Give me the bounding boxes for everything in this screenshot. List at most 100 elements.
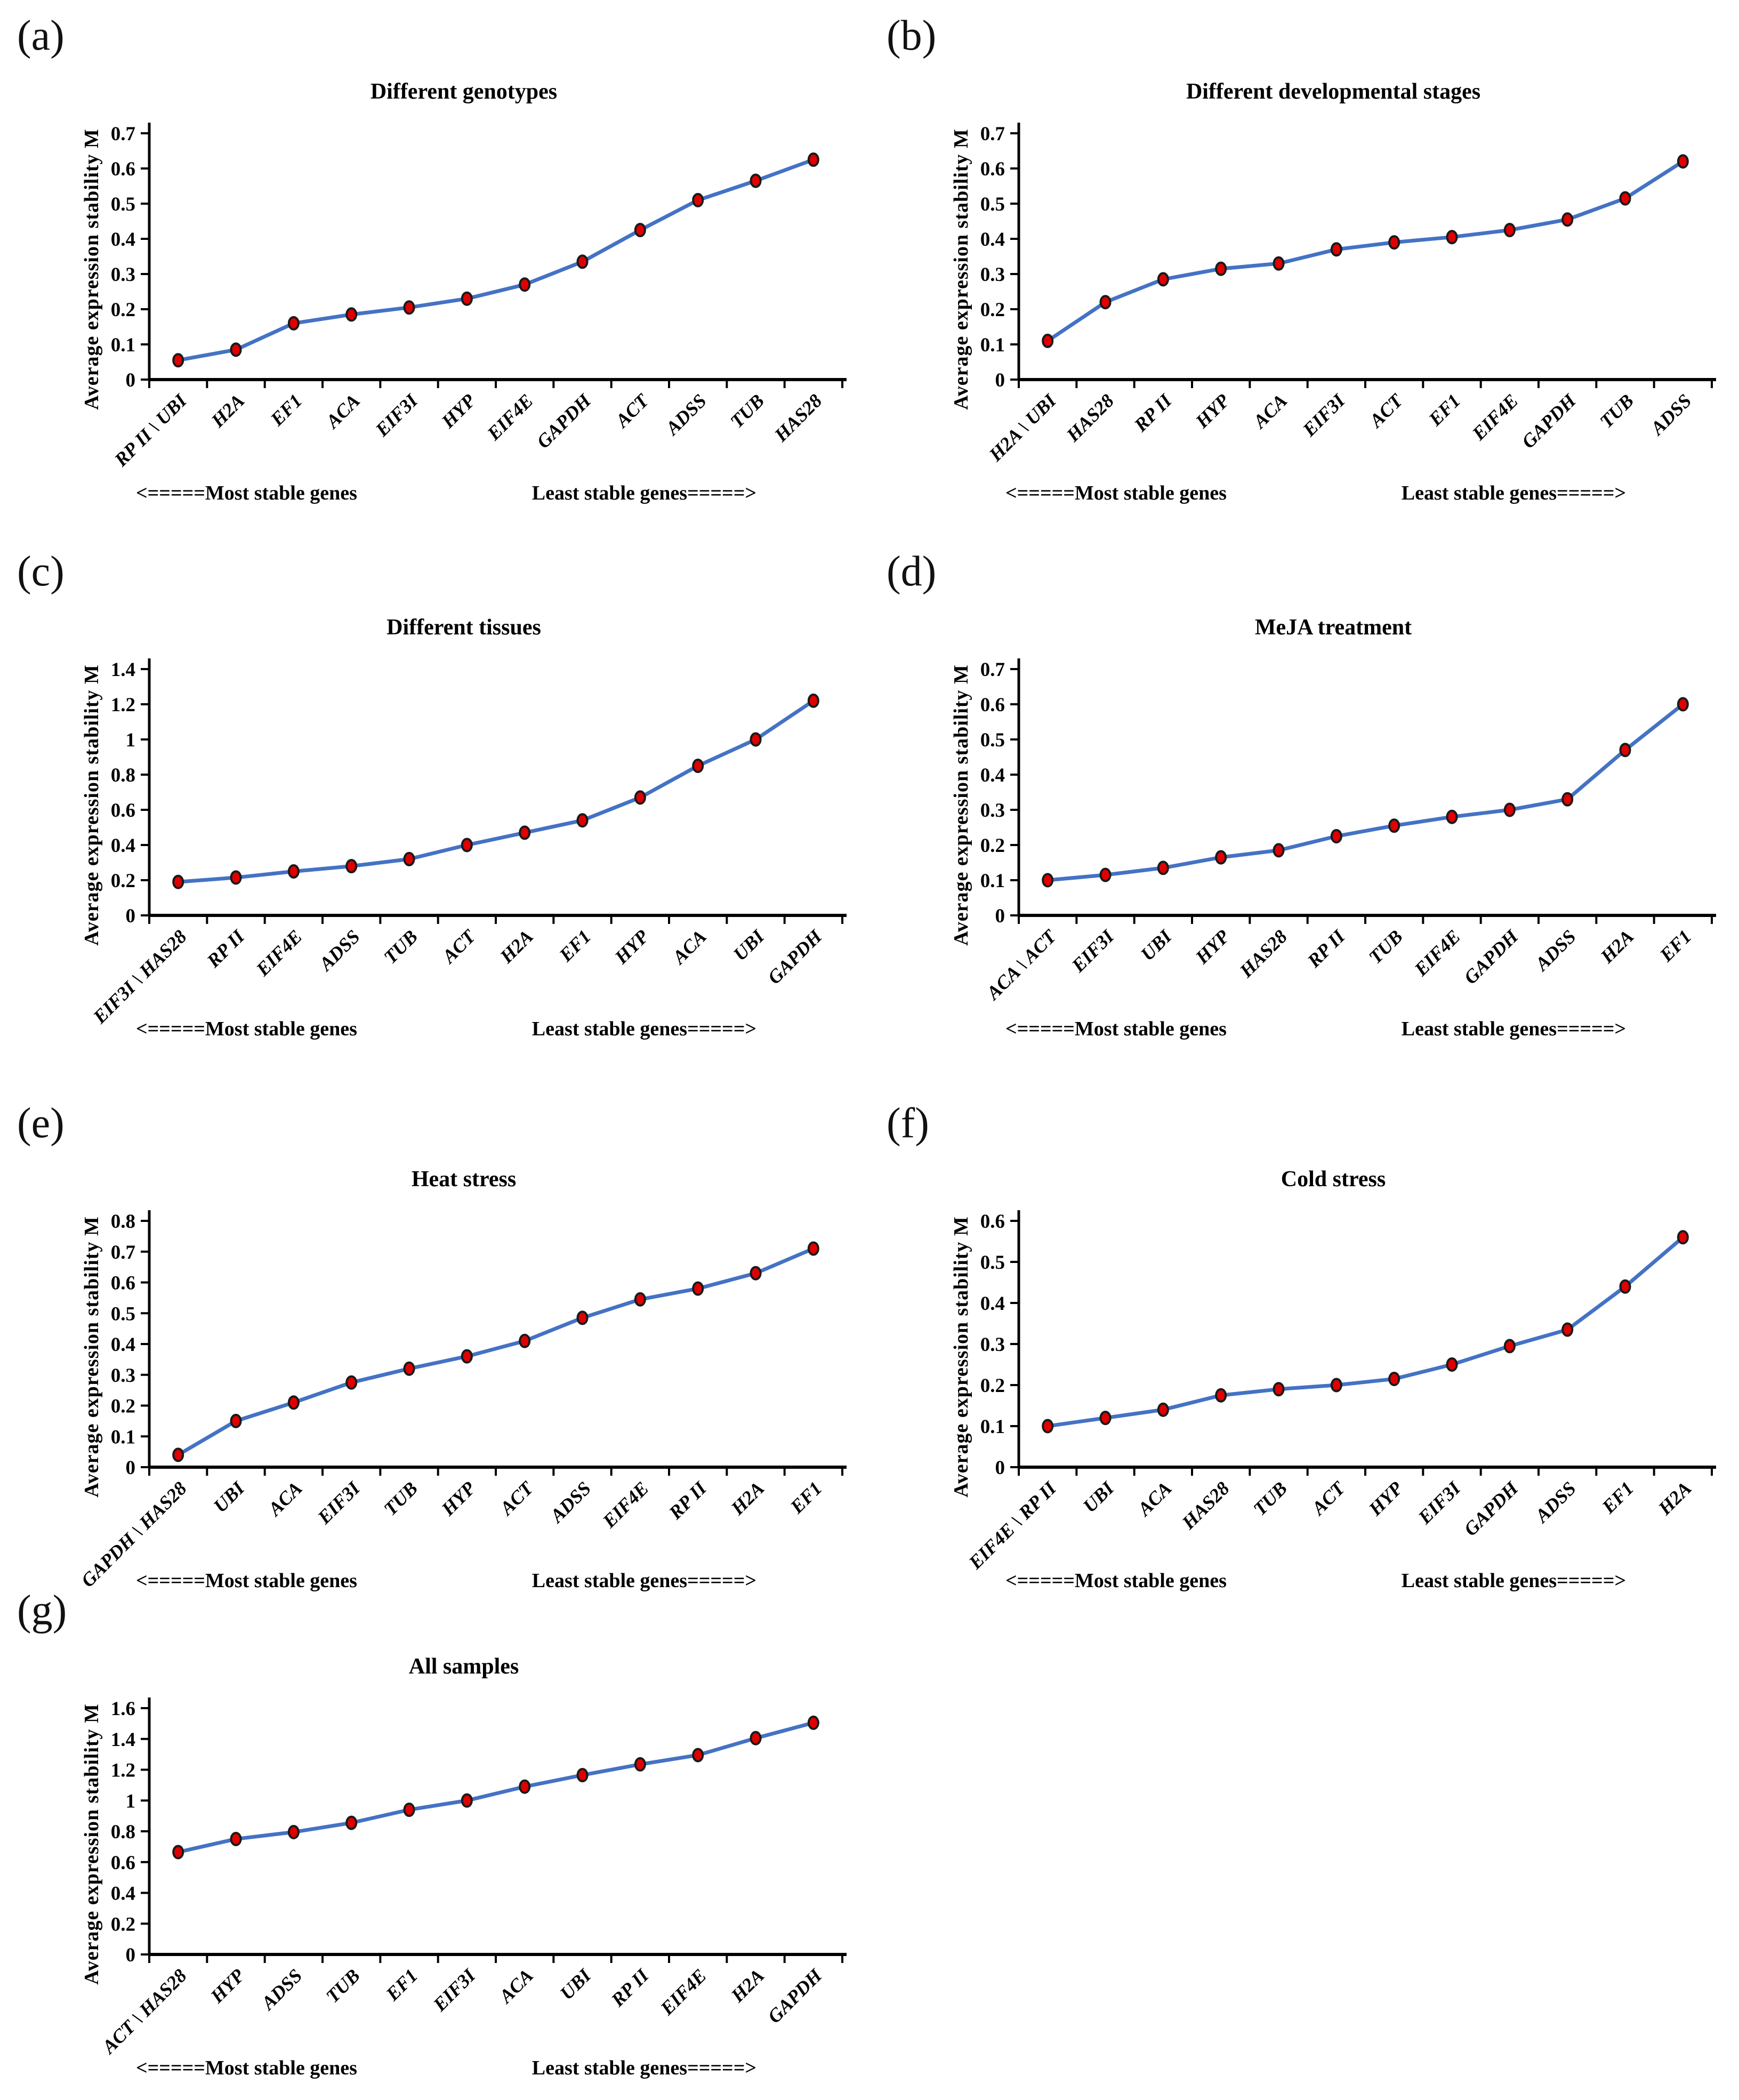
data-point-marker [1273,256,1285,271]
data-point-marker [403,300,415,315]
x-category-label: ADSS [1530,1477,1580,1527]
y-tick-label: 0.1 [980,1416,1005,1438]
data-point-marker [634,223,646,237]
most-stable-annotation-b: <=====Most stable genes [1005,482,1227,504]
y-tick-label: 1.2 [111,1760,135,1782]
data-point-marker [634,1757,646,1772]
x-category-label: TUB [1365,926,1407,968]
least-stable-annotation-g: Least stable genes=====> [532,2057,756,2079]
series-line [176,1246,816,1457]
y-tick-label: 0.3 [111,1365,135,1387]
data-point-marker [750,1731,762,1745]
y-tick-label: 0.4 [980,229,1005,251]
chart-title-b: Different developmental stages [1186,79,1481,104]
x-category-label: HYP [437,390,480,433]
data-point-marker [287,864,300,879]
y-tick-label: 0.6 [980,1211,1005,1233]
x-category-label: EF1 [1597,1477,1638,1518]
most-stable-annotation-f: <=====Most stable genes [1005,1570,1227,1592]
data-point-marker [461,838,473,852]
data-point-marker [403,1803,415,1817]
panel-letter-b: (b) [887,12,937,59]
x-category-label: HAS28 [1177,1477,1233,1533]
x-category-label: HYP [206,1965,249,2008]
y-tick-label: 1.2 [111,694,135,716]
y-tick-label: 0 [126,1457,136,1479]
x-category-label: HAS28 [770,390,826,446]
y-tick-label: 0.2 [111,1913,135,1935]
data-point-marker [461,1349,473,1364]
x-category-label: H2A [207,390,248,431]
series-line [1045,1235,1685,1428]
x-category-label: EIF4E [482,390,537,445]
y-tick-label: 0.8 [111,1211,135,1233]
data-point-marker [1677,154,1689,169]
x-category-label: ACT \ HAS28 [97,1965,190,2058]
data-point-marker [345,1815,358,1830]
y-tick-label: 0.7 [980,123,1005,145]
data-point-marker [1157,860,1169,875]
y-tick-label: 1 [126,729,136,751]
data-point-marker [1503,802,1516,817]
x-category-label: ACT [1365,389,1408,432]
data-point-marker [519,825,531,840]
x-category-label: ACA [494,1965,537,2008]
data-point-marker [1099,867,1112,882]
data-point-marker [634,1292,646,1307]
y-tick-label: 0 [126,1944,136,1966]
data-point-marker [1619,1279,1631,1294]
x-category-label: EIF3I [313,1477,365,1528]
y-tick-label: 0.5 [980,1252,1005,1274]
x-category-label: EF1 [1424,390,1464,430]
x-category-label: EIF3I [371,389,423,441]
data-point-marker [1330,829,1342,843]
x-category-label: HYP [1191,390,1234,433]
data-point-marker [576,1768,589,1783]
data-point-marker [1388,1371,1400,1386]
x-category-label: TUB [726,390,768,432]
data-point-marker [461,291,473,306]
data-point-marker [807,152,819,167]
series-line [176,698,816,884]
series-line [1045,702,1685,882]
x-category-label: GAPDH [763,1965,826,2027]
x-category-label: UBI [729,925,769,965]
data-point-marker [1446,230,1458,245]
y-tick-label: 1 [126,1790,136,1812]
x-category-label: EIF4E \ RP II [964,1477,1061,1574]
y-tick-label: 0.4 [111,1883,135,1905]
y-tick-label: 0.6 [111,158,135,180]
x-category-label: ADSS [256,1965,306,2014]
data-point-marker [230,1413,242,1428]
chart-title-a: Different genotypes [370,79,558,104]
data-point-marker [172,353,184,368]
y-tick-label: 0.7 [980,659,1005,681]
x-category-label: H2A [1596,926,1638,968]
data-point-marker [1215,261,1227,276]
most-stable-annotation-e: <=====Most stable genes [136,1570,357,1592]
x-category-label: EIF3I [1298,389,1350,441]
x-category-label: GAPDH [1517,390,1580,453]
y-tick-label: 0.1 [980,870,1005,892]
x-category-label: ACT [610,389,654,432]
panel-d: (d) MeJA treatment Average expression st… [869,536,1739,1061]
x-category-label: EIF3I \ HAS28 [88,926,191,1028]
x-category-label: EIF4E [1410,926,1465,980]
data-point-marker [345,1375,358,1390]
line-chart-b: 0 0.1 0.2 0.3 0.4 0.5 0.6 0.7 H2A \ UBI HAS28 RP I… [980,123,1716,466]
y-tick-label: 0.1 [980,334,1005,356]
x-category-label: GAPDH [1460,1477,1523,1540]
x-category-label: TUB [1596,390,1638,432]
x-category-label: GAPDH [533,390,595,453]
data-point-marker [1677,697,1689,712]
line-chart-d: 0 0.1 0.2 0.3 0.4 0.5 0.6 0.7 ACA \ ACT EIF3I UBI H… [980,658,1716,1004]
x-category-label: RP II [1130,389,1177,436]
x-category-label: EF1 [1655,926,1696,966]
panel-f: (f) Cold stress Average expression stabi… [869,1088,1739,1613]
data-point-marker [1215,850,1227,865]
x-category-label: ACT [437,925,480,968]
y-tick-label: 0.2 [980,299,1005,321]
x-category-label: TUB [322,1965,364,2007]
y-tick-label: 0.3 [980,264,1005,286]
y-tick-label: 0.3 [980,800,1005,822]
